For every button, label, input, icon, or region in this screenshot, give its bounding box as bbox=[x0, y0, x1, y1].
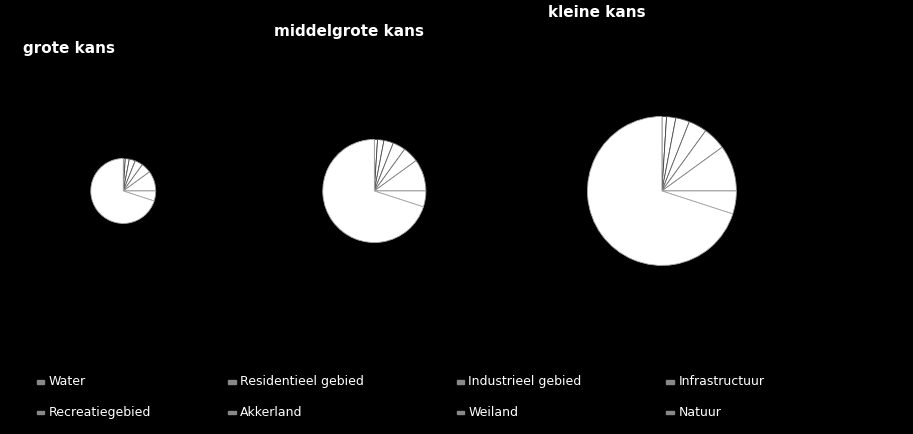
Wedge shape bbox=[374, 140, 394, 191]
Wedge shape bbox=[123, 159, 135, 191]
Wedge shape bbox=[662, 131, 722, 191]
Wedge shape bbox=[374, 161, 425, 191]
Wedge shape bbox=[662, 117, 676, 191]
Text: Weiland: Weiland bbox=[468, 406, 519, 419]
Text: Recreatiegebied: Recreatiegebied bbox=[48, 406, 151, 419]
Wedge shape bbox=[123, 172, 156, 191]
Wedge shape bbox=[662, 122, 706, 191]
Wedge shape bbox=[662, 191, 737, 214]
Text: Natuur: Natuur bbox=[678, 406, 721, 419]
Wedge shape bbox=[662, 147, 737, 191]
Text: Water: Water bbox=[48, 375, 86, 388]
Wedge shape bbox=[374, 191, 425, 207]
Text: Akkerland: Akkerland bbox=[240, 406, 302, 419]
Wedge shape bbox=[374, 139, 378, 191]
Wedge shape bbox=[90, 158, 154, 224]
Wedge shape bbox=[662, 118, 689, 191]
Wedge shape bbox=[374, 143, 404, 191]
Text: middelgrote kans: middelgrote kans bbox=[274, 24, 424, 39]
Text: kleine kans: kleine kans bbox=[548, 4, 645, 20]
Wedge shape bbox=[374, 149, 416, 191]
Wedge shape bbox=[662, 116, 666, 191]
Text: grote kans: grote kans bbox=[23, 41, 115, 56]
Text: Industrieel gebied: Industrieel gebied bbox=[468, 375, 582, 388]
Wedge shape bbox=[123, 158, 125, 191]
Wedge shape bbox=[123, 158, 130, 191]
Wedge shape bbox=[323, 139, 424, 243]
Wedge shape bbox=[587, 116, 733, 266]
Wedge shape bbox=[123, 164, 150, 191]
Wedge shape bbox=[374, 139, 384, 191]
Text: Residentieel gebied: Residentieel gebied bbox=[240, 375, 364, 388]
Wedge shape bbox=[123, 161, 142, 191]
Text: Infrastructuur: Infrastructuur bbox=[678, 375, 764, 388]
Wedge shape bbox=[123, 191, 156, 201]
